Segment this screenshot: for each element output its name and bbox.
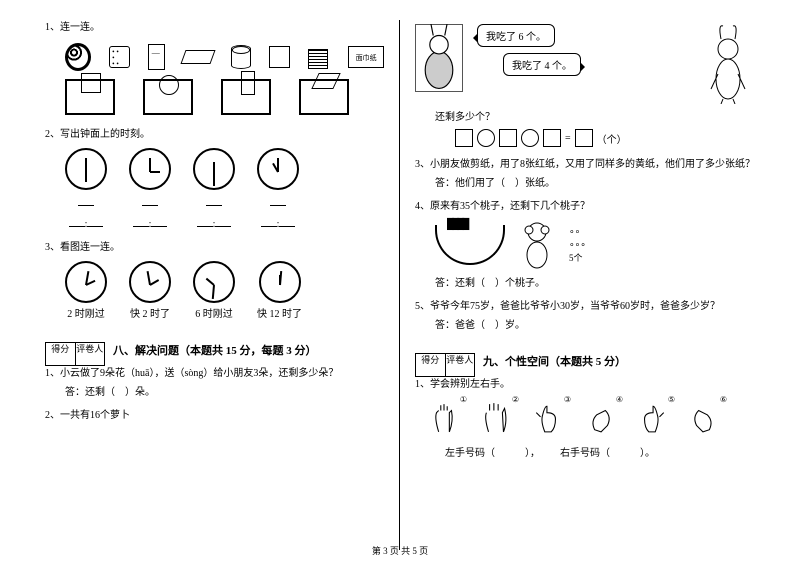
hands-row: ① ② ③ ④ ⑤ ⑥ xyxy=(425,402,755,440)
hand-icon: ① xyxy=(425,402,463,440)
q8-1: 1、小云做了9朵花（huā），送（sòng）给小朋友3朵，还剩多少朵？ 答：还剩… xyxy=(45,366,384,400)
clock-icon xyxy=(65,261,107,303)
rabbit-small-icon xyxy=(415,24,463,92)
clock-label: 快 12 时了 xyxy=(257,307,302,322)
clock-icon xyxy=(129,148,171,190)
q1-text: 连一连。 xyxy=(60,22,100,33)
section8-title: 八、解决问题（本题共 15 分，每题 3 分） xyxy=(113,342,317,358)
monkey-icon xyxy=(517,220,557,270)
score-box: 得分 评卷人 xyxy=(415,353,475,377)
soccer-icon xyxy=(65,43,91,71)
eraser-icon xyxy=(180,50,215,64)
score-col: 得分 xyxy=(46,343,76,365)
tray-cube-icon xyxy=(65,79,115,115)
q3: 3、看图连一连。 2 时刚过 快 2 时了 6 时刚过 快 12 时了 xyxy=(45,240,384,322)
q3-num: 3、 xyxy=(45,242,60,253)
tissue-box-icon: 面巾纸 xyxy=(348,46,384,68)
circle-op xyxy=(477,129,495,147)
blank-row-1 xyxy=(45,196,384,211)
q1: 1、连一连。 面巾纸 xyxy=(45,20,384,115)
clock-row-2 xyxy=(45,148,384,190)
clock-icon xyxy=(193,148,235,190)
box-icon xyxy=(148,44,165,70)
square-box xyxy=(575,129,593,147)
square-box xyxy=(543,129,561,147)
rabbit-scene: 我吃了 6 个。 我吃了 4 个。 xyxy=(415,24,755,104)
can-icon xyxy=(231,45,252,69)
clock-icon xyxy=(259,261,301,303)
hand-icon: ③ xyxy=(529,402,567,440)
qr5-ans: 答：爸爸（ ）岁。 xyxy=(435,318,755,333)
clock-icon xyxy=(129,261,171,303)
qr5: 5、爷爷今年75岁，爸爸比爷爷小30岁，当爷爷60岁时，爸爸多少岁？ 答：爸爸（… xyxy=(415,299,755,333)
hand-icon: ② xyxy=(477,402,515,440)
tray-cuboid-icon xyxy=(299,79,349,115)
blank-row-2: : : : : xyxy=(45,217,384,232)
q2-num: 2、 xyxy=(45,129,60,140)
q8-1-ans: 答：还剩（ ）朵。 xyxy=(65,385,384,400)
q8-2: 2、一共有16个萝卜 xyxy=(45,408,384,423)
clock-label: 6 时刚过 xyxy=(193,307,235,322)
clock-icon xyxy=(257,148,299,190)
remain-text: 还剩多少个？ xyxy=(415,108,755,123)
clock-row-3: 2 时刚过 快 2 时了 6 时刚过 快 12 时了 xyxy=(45,261,384,322)
qr4-ans: 答：还剩（ ）个桃子。 xyxy=(435,276,755,291)
tray-sphere-icon xyxy=(143,79,193,115)
basket-scene: ∘∘∘∘∘ 5个 xyxy=(415,220,755,270)
score-row-right: 得分 评卷人 九、个性空间（本题共 5 分） xyxy=(415,341,755,377)
clock-label: 快 2 时了 xyxy=(129,307,171,322)
rabbit-big-icon xyxy=(701,24,755,104)
rubik-icon xyxy=(308,45,330,69)
qr4: 4、原来有35个桃子，还剩下几个桃子？ ∘∘∘∘∘ 5个 答：还剩（ ）个桃子。 xyxy=(415,199,755,291)
q9-1: 1、学会辨别左右手。 ① ② ③ ④ ⑤ ⑥ 左手号码（ ）， 右手号码（ ）。 xyxy=(415,377,755,461)
q1-num: 1、 xyxy=(45,22,60,33)
hand-icon: ④ xyxy=(581,402,619,440)
tray-row xyxy=(65,79,384,115)
hand-labels: 左手号码（ ）， 右手号码（ ）。 xyxy=(415,446,755,461)
dice-icon xyxy=(109,46,130,68)
speech-bubble-2: 我吃了 4 个。 xyxy=(503,53,581,76)
circle-op xyxy=(521,129,539,147)
speech-bubble-1: 我吃了 6 个。 xyxy=(477,24,555,47)
q2: 2、写出钟面上的时刻。 : : : : xyxy=(45,127,384,232)
score-box: 得分 评卷人 xyxy=(45,342,105,366)
q3-text: 看图连一连。 xyxy=(60,242,120,253)
square-box xyxy=(499,129,517,147)
clock-label: 2 时刚过 xyxy=(65,307,107,322)
five-label: 5个 xyxy=(569,253,583,263)
score-col: 评卷人 xyxy=(76,343,105,365)
square-box xyxy=(455,129,473,147)
objects-top-row: 面巾纸 xyxy=(65,43,384,71)
q2-text: 写出钟面上的时刻。 xyxy=(60,129,150,140)
section9-title: 九、个性空间（本题共 5 分） xyxy=(483,353,626,369)
hand-icon: ⑥ xyxy=(685,402,723,440)
score-row-left: 得分 评卷人 八、解决问题（本题共 15 分，每题 3 分） xyxy=(45,330,384,366)
clock-icon xyxy=(193,261,235,303)
hand-icon: ⑤ xyxy=(633,402,671,440)
basket-icon xyxy=(435,225,505,265)
page-footer: 第 3 页 共 5 页 xyxy=(0,544,800,557)
qr3: 3、小朋友做剪纸，用了8张红纸，又用了同样多的黄纸，他们用了多少张纸？ 答：他们… xyxy=(415,157,755,191)
smallcube-icon xyxy=(269,46,290,68)
equation-row: = （个） xyxy=(455,129,755,147)
qr3-ans: 答：他们用了（ ）张纸。 xyxy=(435,176,755,191)
tray-cylinder-icon xyxy=(221,79,271,115)
clock-icon xyxy=(65,148,107,190)
